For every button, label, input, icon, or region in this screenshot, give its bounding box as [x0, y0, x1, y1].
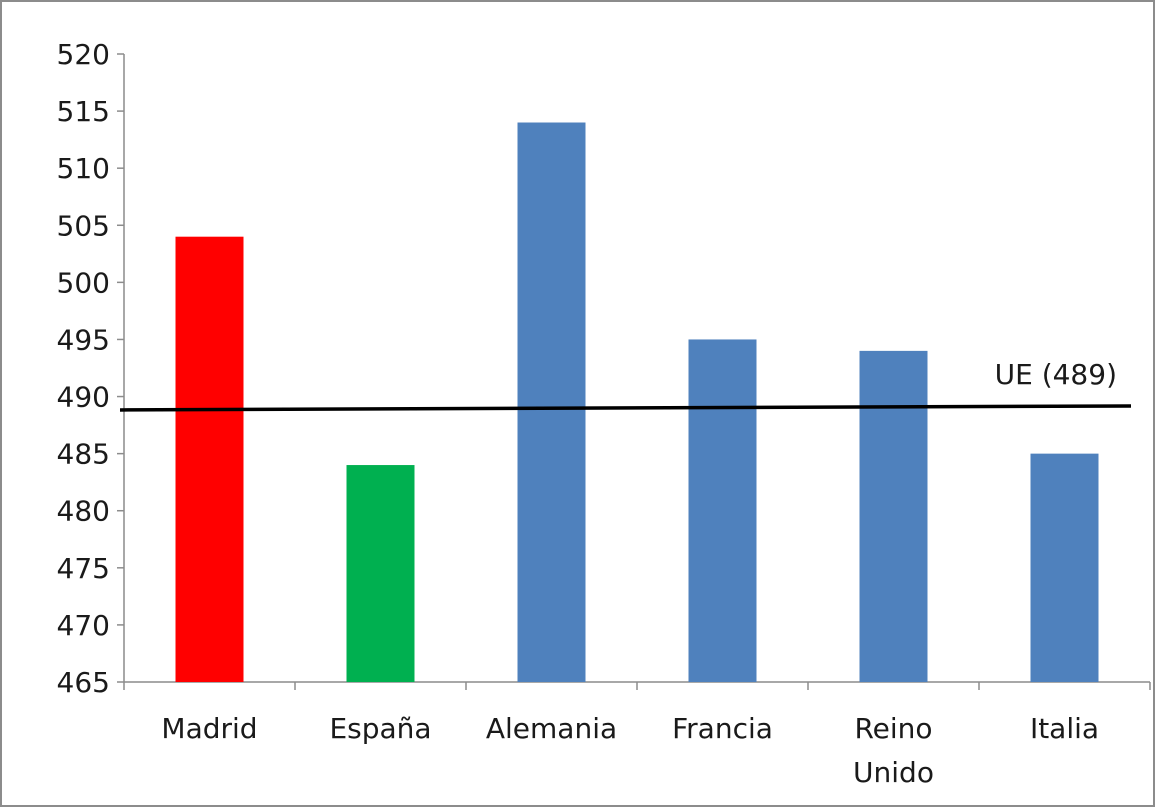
x-category-label: Madrid — [161, 712, 257, 745]
x-category-label-line: Italia — [1030, 712, 1099, 745]
y-tick-label: 520 — [57, 38, 110, 71]
x-axis: Madrid España Alemania Francia Reino Unido Ita… — [123, 681, 1151, 789]
x-category-label: Francia — [672, 712, 773, 745]
x-category-label: Alemania — [486, 712, 617, 745]
y-tick-label: 475 — [57, 552, 110, 585]
reference-line-group: UE (489) — [119, 358, 1132, 412]
y-tick-label: 480 — [57, 495, 110, 528]
reference-line — [119, 404, 1132, 412]
x-category-label-line: Reino — [854, 712, 932, 745]
x-category-label-line: Unido — [853, 756, 934, 789]
x-category-label-line: Alemania — [486, 712, 617, 745]
x-category-label: España — [329, 712, 431, 745]
x-category-label: Reino Unido — [853, 712, 934, 789]
y-tick-label: 470 — [57, 609, 110, 642]
x-category-label-line: España — [329, 712, 431, 745]
bar-alemania — [517, 122, 586, 682]
bars — [175, 122, 1099, 682]
x-category-label: Italia — [1030, 712, 1099, 745]
reference-line-label: UE (489) — [995, 358, 1117, 391]
y-tick-label: 490 — [57, 381, 110, 414]
bar-francia — [688, 339, 757, 682]
y-tick-label: 485 — [57, 438, 110, 471]
x-category-label-line: Madrid — [161, 712, 257, 745]
y-tick-label: 510 — [57, 152, 110, 185]
y-tick-label: 515 — [57, 95, 110, 128]
bar-reino-unido — [859, 350, 928, 682]
y-tick-label: 500 — [57, 266, 110, 299]
y-tick-label: 505 — [57, 209, 110, 242]
bar-españa — [346, 465, 415, 682]
bar-italia — [1030, 453, 1099, 682]
x-category-label-line: Francia — [672, 712, 773, 745]
bar-madrid — [175, 236, 244, 682]
y-tick-label: 495 — [57, 323, 110, 356]
y-axis: 465 470 475 480 485 490 495 500 505 510 515 520 — [57, 38, 125, 699]
y-tick-label: 465 — [57, 666, 110, 699]
